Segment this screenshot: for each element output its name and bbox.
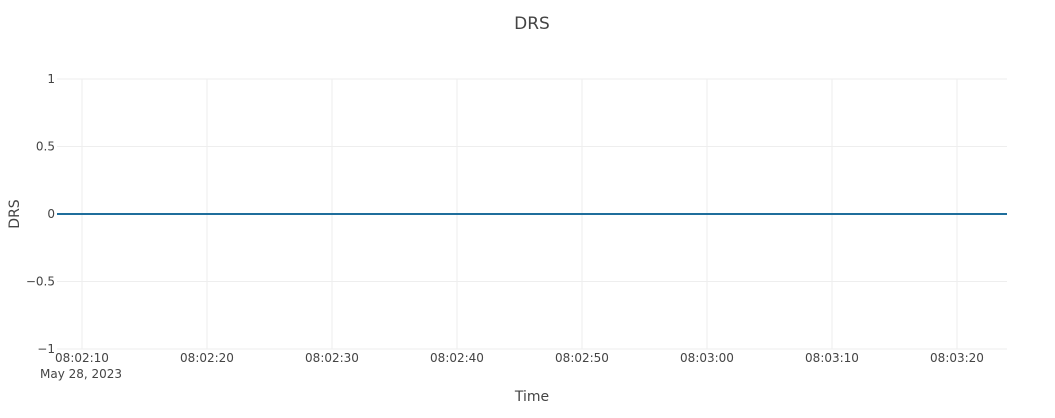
- x-tick-label: 08:03:20: [930, 351, 984, 365]
- y-tick-label: −0.5: [26, 275, 55, 289]
- x-tick-label: 08:02:50: [555, 351, 609, 365]
- chart-title: DRS: [514, 14, 550, 34]
- x-tick-label: 08:02:40: [430, 351, 484, 365]
- y-tick-label: −1: [37, 342, 55, 356]
- x-tick-label: 08:02:30: [305, 351, 359, 365]
- x-axis-ticks: 08:02:10 08:02:20 08:02:30 08:02:40 08:02:50…: [55, 351, 984, 365]
- y-tick-label: 0.5: [36, 140, 55, 154]
- x-tick-label: 08:02:20: [180, 351, 234, 365]
- y-axis-ticks: 1 0.5 0 −0.5 −1: [26, 72, 55, 356]
- x-tick-label: 08:03:10: [805, 351, 859, 365]
- y-tick-label: 1: [47, 72, 55, 86]
- x-axis-title: Time: [514, 389, 549, 405]
- y-axis-title: DRS: [7, 199, 23, 229]
- x-tick-label: 08:03:00: [680, 351, 734, 365]
- x-tick-label: 08:02:10: [55, 351, 109, 365]
- y-tick-label: 0: [47, 207, 55, 221]
- x-axis-date-label: May 28, 2023: [40, 367, 122, 381]
